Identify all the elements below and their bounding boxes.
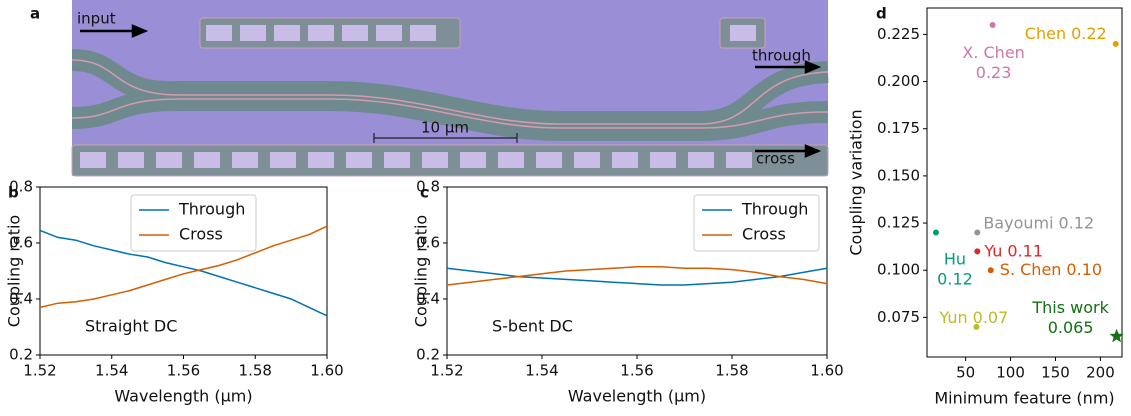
point-value: 0.12 — [1059, 213, 1095, 232]
x-axis-label: Wavelength (μm) — [568, 387, 706, 406]
x-tick-label: 200 — [1086, 364, 1115, 382]
panel-label: a — [30, 5, 40, 23]
x-tick-label: 1.56 — [167, 362, 200, 380]
point-name: Yu — [983, 241, 1002, 260]
annotation: Straight DC — [85, 317, 177, 336]
x-tick-label: 1.58 — [239, 362, 272, 380]
x-tick-label: 1.60 — [810, 362, 843, 380]
panel-label: d — [876, 5, 887, 23]
x-tick-label: 1.56 — [620, 362, 653, 380]
marker — [1113, 41, 1119, 47]
marker — [974, 248, 980, 254]
x-tick-label: 1.52 — [23, 362, 56, 380]
scale-bar-label: 10 μm — [421, 119, 469, 137]
point-label: Yun 0.07 — [938, 307, 1008, 326]
micrograph: input through cross 10 μm a — [30, 0, 828, 176]
x-tick-label: 1.60 — [310, 362, 343, 380]
panel-label: c — [420, 184, 429, 202]
y-axis-label: Coupling ratio — [412, 215, 431, 327]
x-tick-label: 100 — [996, 364, 1025, 382]
y-tick-label: 0.075 — [877, 308, 920, 326]
point-name: Bayoumi — [983, 213, 1053, 232]
point-value: 0.23 — [976, 62, 1012, 81]
y-tick-label: 0.100 — [877, 261, 920, 279]
marker — [933, 229, 939, 235]
point-label: Chen 0.22 — [1025, 23, 1107, 42]
point-name: Yun — [938, 307, 967, 326]
point-value: 0.11 — [1007, 241, 1043, 260]
point-label: Bayoumi 0.12 — [983, 213, 1094, 232]
point-value: 0.10 — [1066, 260, 1102, 279]
x-tick-label: 1.52 — [430, 362, 463, 380]
y-tick-label: 0.225 — [877, 25, 920, 43]
point-value: 0.065 — [1048, 318, 1094, 337]
y-tick-label: 0.200 — [877, 72, 920, 90]
through-label: through — [752, 47, 811, 65]
x-tick-label: 1.54 — [525, 362, 558, 380]
cross-label: cross — [756, 150, 795, 168]
marker — [974, 229, 980, 235]
x-tick-label: 50 — [956, 364, 975, 382]
point-value: 0.12 — [937, 269, 973, 288]
x-axis-label: Minimum feature (nm) — [934, 389, 1114, 408]
point-name: Hu — [944, 249, 966, 268]
panel-label: b — [8, 184, 19, 202]
point-value: 0.07 — [973, 307, 1009, 326]
point-name: This work — [1031, 298, 1109, 317]
point-name: Chen — [1025, 23, 1066, 42]
input-label: input — [77, 10, 116, 28]
legend-label: Cross — [742, 225, 786, 244]
x-tick-label: 150 — [1041, 364, 1070, 382]
data-line — [447, 268, 827, 285]
x-tick-label: 1.54 — [95, 362, 128, 380]
point-name: X. Chen — [962, 42, 1024, 61]
legend-label: Cross — [179, 225, 223, 244]
point-value: 0.22 — [1071, 23, 1107, 42]
point-name: S. Chen — [1000, 260, 1062, 279]
y-tick-label: 0.125 — [877, 214, 920, 232]
y-tick-label: 0.150 — [877, 166, 920, 184]
annotation: S-bent DC — [492, 317, 573, 336]
x-tick-label: 1.58 — [715, 362, 748, 380]
point-label: Yu 0.11 — [983, 241, 1043, 260]
data-line — [447, 267, 827, 285]
marker — [988, 267, 994, 273]
y-axis-label: Coupling ratio — [5, 215, 24, 327]
y-tick-label: 0.175 — [877, 119, 920, 137]
x-axis-label: Wavelength (μm) — [114, 387, 252, 406]
y-axis-label: Coupling variation — [847, 109, 866, 255]
legend-label: Through — [178, 200, 245, 219]
figure: input through cross 10 μm a 0.20.40.60.8… — [0, 0, 1131, 412]
legend-label: Through — [741, 200, 808, 219]
marker — [990, 22, 996, 28]
